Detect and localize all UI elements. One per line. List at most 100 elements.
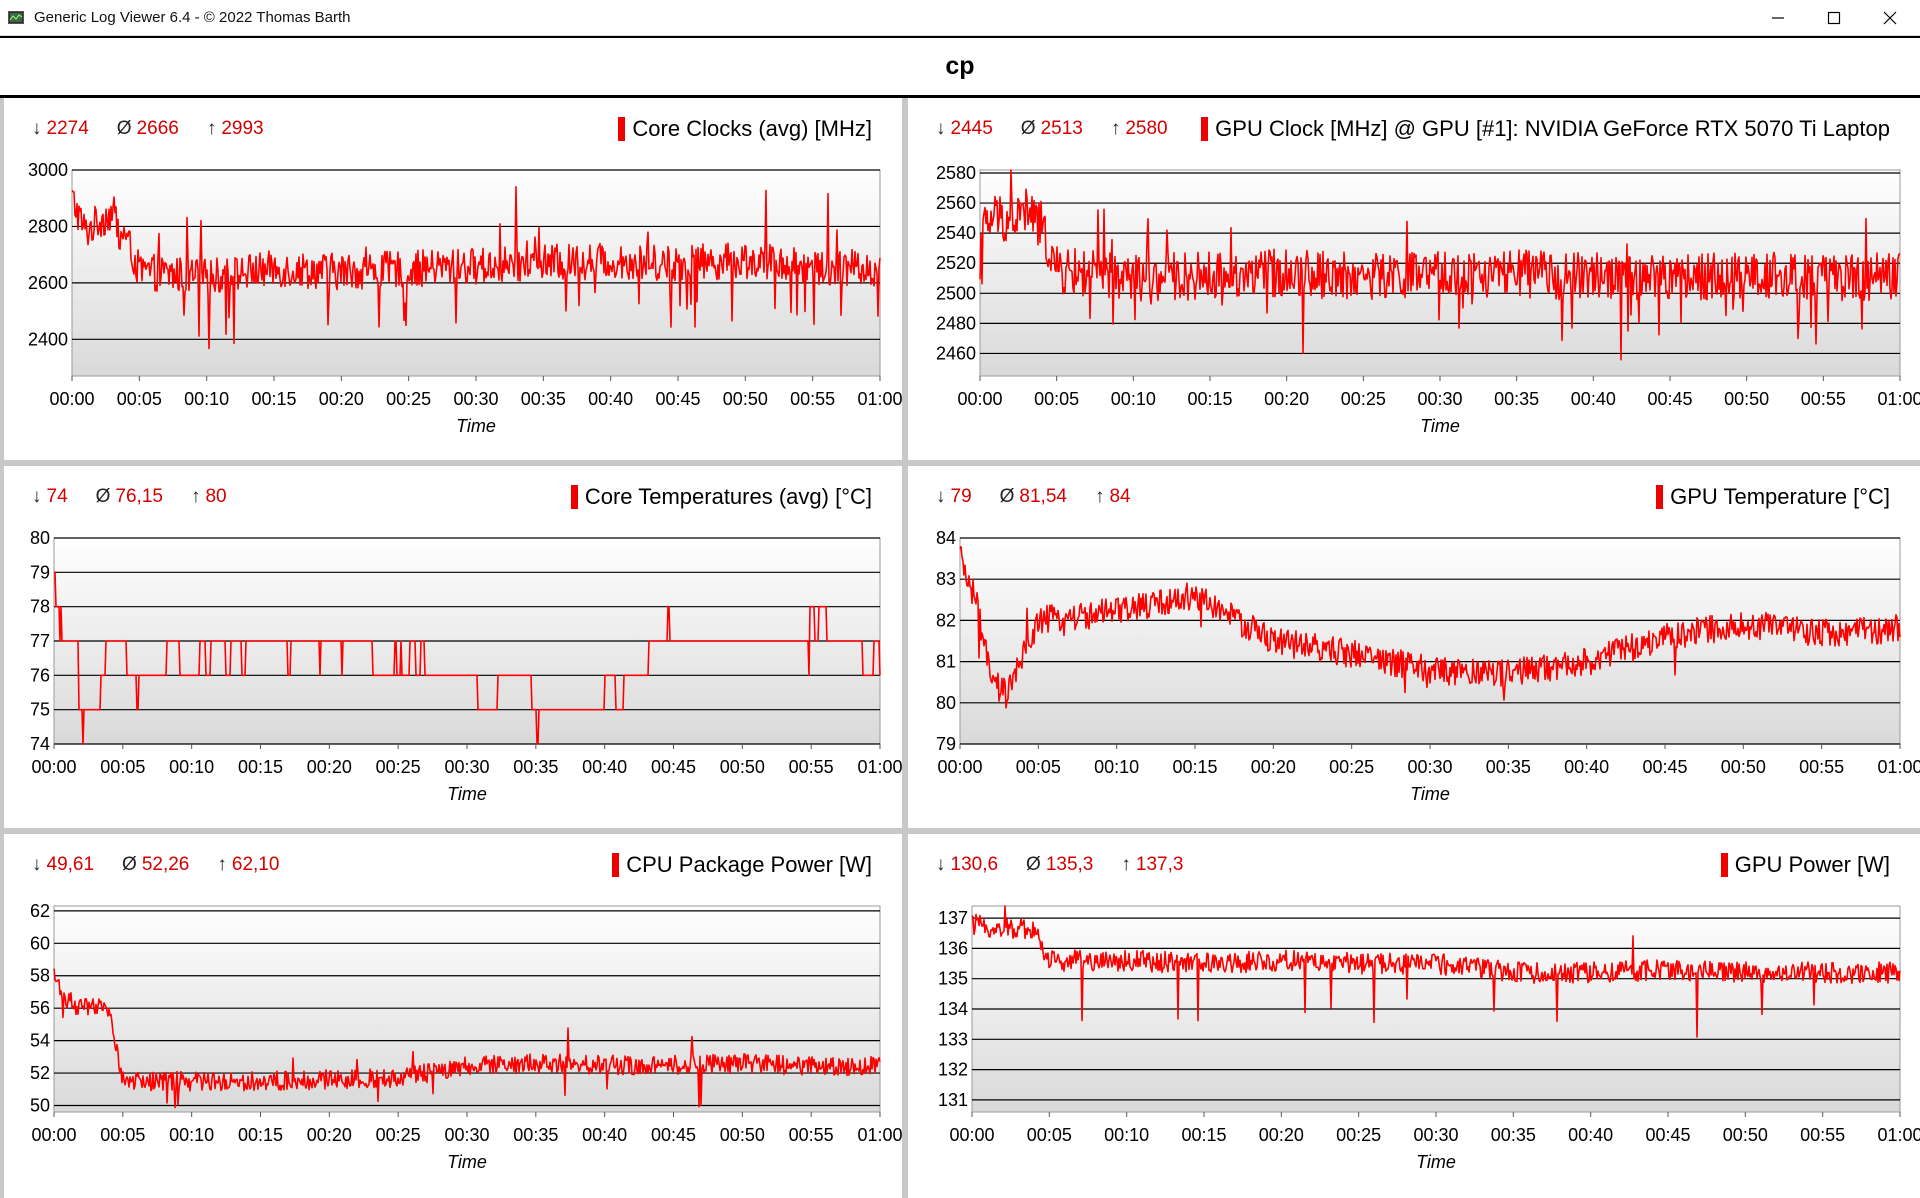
stat-avg-value: 135,3 [1045,854,1094,875]
x-tick-label: 00:15 [251,389,296,409]
min-arrow-icon: ↓ [936,854,946,875]
chart-panel-gpu-clock[interactable]: ↓ 2445 Ø 2513 ↑ 2580 GPU Clock [MHz] @ GPU … [908,98,1920,460]
close-button[interactable] [1862,0,1918,36]
y-tick-label: 83 [936,569,956,589]
average-icon: Ø [95,486,111,507]
stat-min-value: 130,6 [950,854,999,875]
x-tick-label: 00:25 [1341,389,1386,409]
stat-avg: Ø 135,3 [1026,854,1093,876]
x-tick-label: 00:40 [1571,389,1616,409]
stat-max-value: 62,10 [231,854,280,875]
series-color-marker [1656,485,1664,509]
x-tick-label: 00:05 [100,757,145,777]
x-tick-label: 00:20 [307,757,352,777]
stat-max: ↑ 2993 [207,118,264,140]
chart-title: CPU Package Power [W] [612,852,872,878]
close-icon [1883,11,1897,25]
x-tick-label: 00:40 [1564,757,1609,777]
stat-max: ↑ 80 [191,486,227,508]
chart-svg: 131 132 133 134 135 136 137 00:00 00:05 00:10 00:1… [938,905,1920,1172]
x-tick-label: 00:25 [1329,757,1374,777]
max-arrow-icon: ↑ [190,486,201,507]
y-tick-label: 131 [938,1090,968,1110]
chart-panel-gpu-temperature[interactable]: ↓ 79 Ø 81,54 ↑ 84 GPU Temperature [°C] 79 80… [908,466,1920,828]
stat-avg-value: 52,26 [141,854,190,875]
y-tick-label: 82 [936,610,956,630]
average-icon: Ø [122,854,137,875]
max-arrow-icon: ↑ [206,118,217,139]
min-arrow-icon: ↓ [32,486,42,507]
chart-title: GPU Clock [MHz] @ GPU [#1]: NVIDIA GeFor… [1201,116,1890,142]
stat-avg: Ø 2513 [1021,118,1083,140]
x-tick-label: 00:40 [1568,1125,1613,1145]
y-tick-label: 132 [938,1060,968,1080]
x-tick-label: 00:35 [1494,389,1539,409]
series-color-marker [1720,853,1728,877]
y-tick-label: 3000 [28,160,68,180]
x-tick-label: 01:00 [857,757,902,777]
series-color-marker [570,485,578,509]
chart-title: Core Clocks (avg) [MHz] [618,116,872,142]
stats-row: ↓ 2274 Ø 2666 ↑ 2993 [32,118,292,140]
min-arrow-icon: ↓ [936,486,946,507]
x-tick-label: 00:30 [1413,1125,1458,1145]
min-arrow-icon: ↓ [32,118,42,139]
x-tick-label: 01:00 [857,389,902,409]
x-tick-label: 00:35 [521,389,566,409]
x-tick-label: 00:25 [386,389,431,409]
x-tick-label: 00:15 [238,1125,283,1145]
x-tick-label: 00:15 [1187,389,1232,409]
y-tick-label: 80 [30,528,50,548]
max-arrow-icon: ↑ [1094,486,1105,507]
stat-avg-value: 76,15 [115,486,163,507]
x-tick-label: 00:05 [1034,389,1079,409]
y-tick-label: 134 [938,999,968,1019]
plot-area [53,905,881,1113]
x-tick-label: 00:40 [588,389,633,409]
x-tick-label: 00:10 [1111,389,1156,409]
y-tick-label: 50 [30,1096,50,1116]
series-line [54,571,881,745]
x-axis-label: Time [1410,784,1450,804]
stat-avg-value: 81,54 [1019,486,1067,507]
x-tick-label: 00:05 [1016,757,1061,777]
maximize-button[interactable] [1806,0,1862,36]
average-icon: Ø [1020,118,1036,139]
max-arrow-icon: ↑ [217,854,227,875]
stat-max-value: 2580 [1125,118,1168,139]
y-tick-label: 2580 [936,163,976,183]
chart-title-text: Core Temperatures (avg) [°C] [584,484,872,509]
x-tick-label: 00:50 [1723,1125,1768,1145]
chart-panel-core-clocks[interactable]: ↓ 2274 Ø 2666 ↑ 2993 Core Clocks (avg) [MHz… [4,98,902,460]
x-axis-label: Time [1416,1152,1456,1172]
chart-panel-gpu-power[interactable]: ↓ 130,6 Ø 135,3 ↑ 137,3 GPU Power [W] 131 13… [908,834,1920,1198]
stat-max: ↑ 2580 [1111,118,1168,140]
max-arrow-icon: ↑ [1121,854,1131,875]
y-tick-label: 2400 [28,329,68,349]
x-tick-label: 00:50 [1721,757,1766,777]
x-tick-label: 00:00 [949,1125,994,1145]
chart-title-text: GPU Clock [MHz] @ GPU [#1]: NVIDIA GeFor… [1215,116,1890,141]
x-tick-label: 00:35 [513,757,558,777]
chart-panel-cpu-package-power[interactable]: ↓ 49,61 Ø 52,26 ↑ 62,10 CPU Package Power [… [4,834,902,1198]
series-color-marker [612,853,620,877]
x-tick-label: 00:00 [957,389,1002,409]
x-tick-label: 01:00 [1877,389,1920,409]
minimize-button[interactable] [1750,0,1806,36]
series-line [979,169,1901,361]
x-tick-label: 00:00 [49,389,94,409]
x-tick-label: 00:45 [1647,389,1692,409]
stats-row: ↓ 130,6 Ø 135,3 ↑ 137,3 [936,854,1211,876]
chart-panel-core-temperatures[interactable]: ↓ 74 Ø 76,15 ↑ 80 Core Temperatures (avg) [… [4,466,902,828]
x-tick-label: 00:00 [31,757,76,777]
y-tick-label: 81 [936,652,956,672]
x-tick-label: 00:50 [720,757,765,777]
y-tick-label: 62 [30,901,50,921]
x-tick-label: 00:30 [444,757,489,777]
x-tick-label: 00:45 [651,757,696,777]
chart-grid: ↓ 2274 Ø 2666 ↑ 2993 Core Clocks (avg) [MHz… [0,98,1920,1198]
x-tick-label: 00:05 [1027,1125,1072,1145]
x-tick-label: 00:50 [1724,389,1769,409]
log-title: cp [945,52,975,80]
plot-area [959,537,1901,745]
